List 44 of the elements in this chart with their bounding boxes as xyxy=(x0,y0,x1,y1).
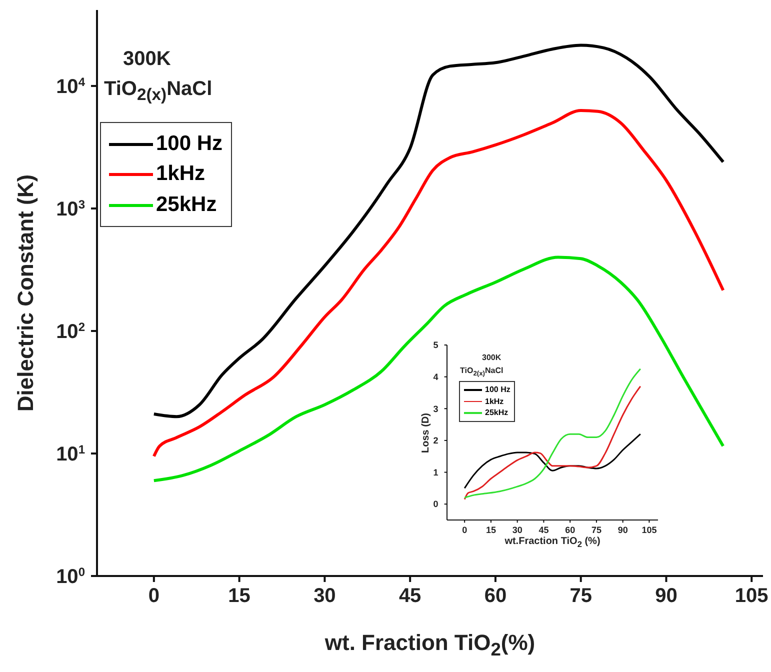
x-tick-label: 75 xyxy=(591,524,602,535)
legend-label: 25kHz xyxy=(485,407,508,419)
legend-label: 1kHz xyxy=(485,396,504,408)
x-tick-label: 90 xyxy=(655,585,678,607)
x-tick-label: 45 xyxy=(538,524,549,535)
x-tick-label: 75 xyxy=(570,585,592,607)
y-tick-label: 5 xyxy=(433,340,438,350)
y-tick-label: 10$^{3}$ xyxy=(56,197,86,220)
x-tick-label: 30 xyxy=(512,524,522,535)
y-axis-title: Loss (D) xyxy=(420,413,432,453)
line-series xyxy=(152,109,725,458)
x-tick-label: 30 xyxy=(314,585,336,607)
legend-label: 25kHz xyxy=(156,192,217,218)
legend-label: 100 Hz xyxy=(156,131,223,157)
x-tick-label: 60 xyxy=(484,585,507,607)
y-tick-label: 0 xyxy=(433,499,438,510)
x-tick-label: 0 xyxy=(462,524,468,535)
x-tick-label: 90 xyxy=(618,524,628,535)
annotation: 300K xyxy=(123,48,171,71)
x-tick-label: 0 xyxy=(148,585,160,607)
y-tick-label: 10$^{2}$ xyxy=(56,320,86,343)
x-tick-label: 45 xyxy=(398,585,422,607)
y-tick-label: 3 xyxy=(433,404,438,414)
legend-label: 100 Hz xyxy=(485,384,510,396)
y-tick-label: 2 xyxy=(433,436,438,446)
legend-label: 1kHz xyxy=(156,161,206,188)
y-tick-label: 10$^{1}$ xyxy=(56,442,86,466)
x-tick-label: 105 xyxy=(734,585,768,607)
x-tick-label: 60 xyxy=(565,524,576,535)
annotation: TiO$_{2(x)}$NaCl xyxy=(460,366,504,378)
x-tick-label: 15 xyxy=(486,524,496,535)
line-series xyxy=(152,256,725,482)
annotation: 300K xyxy=(482,353,502,362)
y-axis-title: Dielectric Constant (K) xyxy=(12,174,39,412)
y-tick-label: 10$^{0}$ xyxy=(56,565,86,588)
x-tick-label: 105 xyxy=(642,524,657,535)
x-tick-label: 15 xyxy=(228,585,250,607)
y-tick-label: 1 xyxy=(433,467,438,478)
y-tick-label: 10$^{4}$ xyxy=(56,74,86,98)
x-axis-title: wt.Fraction TiO$_{2}$ (%) xyxy=(504,536,602,549)
annotation: TiO$_{2(x)}$NaCl xyxy=(104,78,212,105)
x-axis-title: wt. Fraction TiO$_{2}$(%) xyxy=(324,630,536,660)
line-series xyxy=(464,433,642,489)
y-tick-label: 4 xyxy=(433,372,438,382)
